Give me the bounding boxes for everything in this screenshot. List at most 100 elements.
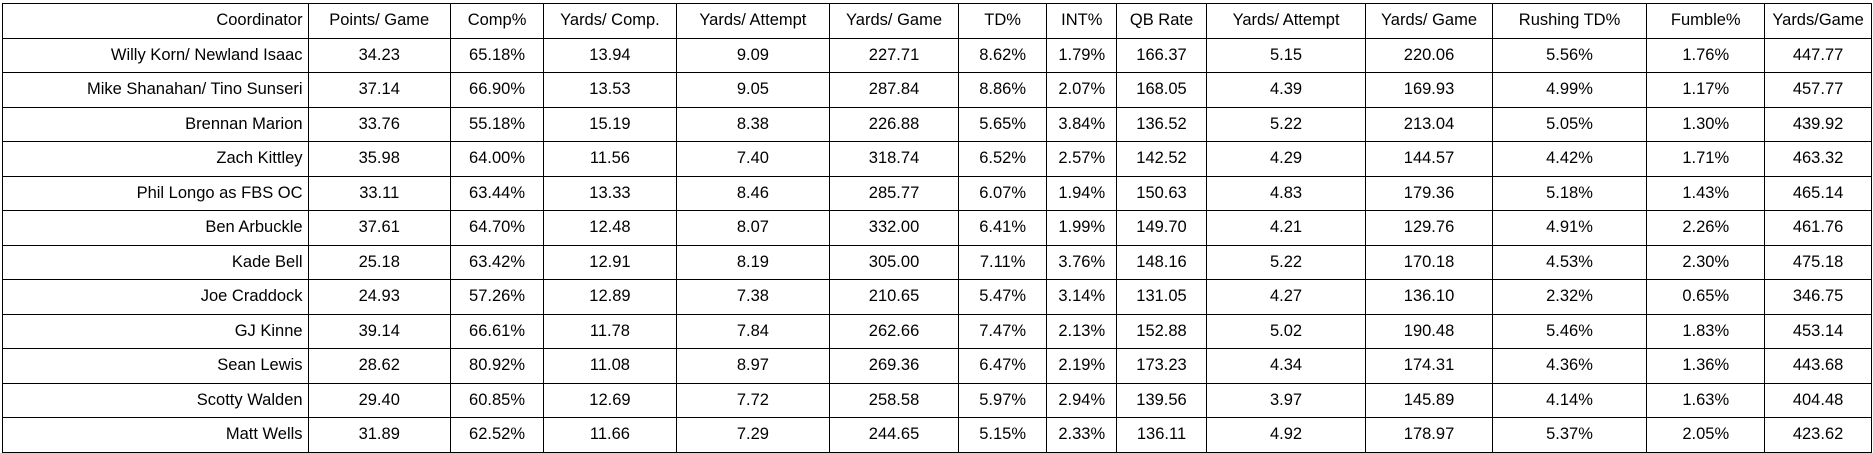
stat-cell: 12.48 [543,210,677,246]
stat-cell: 39.14 [307,313,451,349]
stat-cell: 8.46 [675,175,831,211]
stat-cell: 2.57% [1046,141,1118,177]
stat-cell: 269.36 [829,348,959,384]
stat-cell: 170.18 [1365,244,1493,280]
header-pass-yards-per-attempt: Yards/ Attempt [675,3,831,39]
stat-cell: 5.46% [1491,313,1648,349]
stat-cell: 6.52% [957,141,1048,177]
header-rush-yards-per-game: Yards/ Game [1365,3,1493,39]
coordinator-stats-table: Coordinator Points/ Game Comp% Yards/ Co… [2,3,1872,453]
stat-cell: 5.56% [1491,37,1648,73]
stat-cell: 2.19% [1046,348,1118,384]
stat-cell: 423.62 [1764,417,1872,453]
coordinator-name-cell: Matt Wells [2,417,309,453]
stat-cell: 1.76% [1646,37,1766,73]
stat-cell: 332.00 [829,210,959,246]
stat-cell: 5.02 [1205,313,1367,349]
stat-cell: 465.14 [1764,175,1872,211]
stat-cell: 8.62% [957,37,1048,73]
stat-cell: 213.04 [1365,106,1493,142]
stat-cell: 166.37 [1116,37,1207,73]
stat-cell: 60.85% [449,382,545,418]
stat-cell: 11.66 [543,417,677,453]
stat-cell: 5.22 [1205,244,1367,280]
stat-cell: 2.26% [1646,210,1766,246]
stat-cell: 9.05 [675,72,831,108]
stat-cell: 29.40 [307,382,451,418]
stat-cell: 244.65 [829,417,959,453]
stat-cell: 25.18 [307,244,451,280]
stat-cell: 220.06 [1365,37,1493,73]
header-points-per-game: Points/ Game [307,3,451,39]
stat-cell: 8.86% [957,72,1048,108]
stat-cell: 136.10 [1365,279,1493,315]
header-comp-pct: Comp% [449,3,545,39]
stat-cell: 2.32% [1491,279,1648,315]
stat-cell: 5.15 [1205,37,1367,73]
table-row: Phil Longo as FBS OC 33.11 63.44% 13.33 8.46… [2,175,1872,211]
stat-cell: 5.22 [1205,106,1367,142]
stat-cell: 2.94% [1046,382,1118,418]
header-int-pct: INT% [1046,3,1118,39]
header-yards-per-comp: Yards/ Comp. [543,3,677,39]
table-row: Mike Shanahan/ Tino Sunseri 37.14 66.90% 13… [2,72,1872,108]
stat-cell: 457.77 [1764,72,1872,108]
header-qb-rate: QB Rate [1116,3,1207,39]
stat-cell: 4.91% [1491,210,1648,246]
stat-cell: 7.11% [957,244,1048,280]
stat-cell: 12.69 [543,382,677,418]
table-row: Scotty Walden 29.40 60.85% 12.69 7.72 258.58 5… [2,382,1872,418]
stat-cell: 5.65% [957,106,1048,142]
table-body: Willy Korn/ Newland Isaac 34.23 65.18% 13.9… [2,37,1872,453]
stat-cell: 37.61 [307,210,451,246]
stat-cell: 12.89 [543,279,677,315]
stat-cell: 318.74 [829,141,959,177]
header-coordinator: Coordinator [2,3,309,39]
stat-cell: 7.84 [675,313,831,349]
table-row: GJ Kinne 39.14 66.61% 11.78 7.84 262.66 7.47% 2… [2,313,1872,349]
stat-cell: 5.47% [957,279,1048,315]
stat-cell: 11.56 [543,141,677,177]
stat-cell: 461.76 [1764,210,1872,246]
stat-cell: 447.77 [1764,37,1872,73]
stat-cell: 4.21 [1205,210,1367,246]
stat-cell: 3.14% [1046,279,1118,315]
stat-cell: 4.92 [1205,417,1367,453]
stat-cell: 7.29 [675,417,831,453]
stat-cell: 4.34 [1205,348,1367,384]
stat-cell: 129.76 [1365,210,1493,246]
stat-cell: 463.32 [1764,141,1872,177]
stat-cell: 136.11 [1116,417,1207,453]
stat-cell: 178.97 [1365,417,1493,453]
stat-cell: 152.88 [1116,313,1207,349]
stat-cell: 3.97 [1205,382,1367,418]
stat-cell: 80.92% [449,348,545,384]
stat-cell: 66.90% [449,72,545,108]
table-row: Kade Bell 25.18 63.42% 12.91 8.19 305.00 7.11%… [2,244,1872,280]
stat-cell: 15.19 [543,106,677,142]
stat-cell: 439.92 [1764,106,1872,142]
stat-cell: 227.71 [829,37,959,73]
stat-cell: 142.52 [1116,141,1207,177]
coordinator-name-cell: Zach Kittley [2,141,309,177]
stat-cell: 13.94 [543,37,677,73]
stat-cell: 7.38 [675,279,831,315]
stat-cell: 139.56 [1116,382,1207,418]
stat-cell: 0.65% [1646,279,1766,315]
stat-cell: 168.05 [1116,72,1207,108]
stat-cell: 150.63 [1116,175,1207,211]
stat-cell: 1.63% [1646,382,1766,418]
stat-cell: 4.14% [1491,382,1648,418]
stat-cell: 11.78 [543,313,677,349]
stat-cell: 4.42% [1491,141,1648,177]
header-fumble-pct: Fumble% [1646,3,1766,39]
header-rushing-td-pct: Rushing TD% [1491,3,1648,39]
table-row: Matt Wells 31.89 62.52% 11.66 7.29 244.65 5.15… [2,417,1872,453]
stat-cell: 37.14 [307,72,451,108]
table-row: Willy Korn/ Newland Isaac 34.23 65.18% 13.9… [2,37,1872,73]
stat-cell: 4.99% [1491,72,1648,108]
stat-cell: 258.58 [829,382,959,418]
stat-cell: 145.89 [1365,382,1493,418]
stat-cell: 65.18% [449,37,545,73]
stat-cell: 4.27 [1205,279,1367,315]
